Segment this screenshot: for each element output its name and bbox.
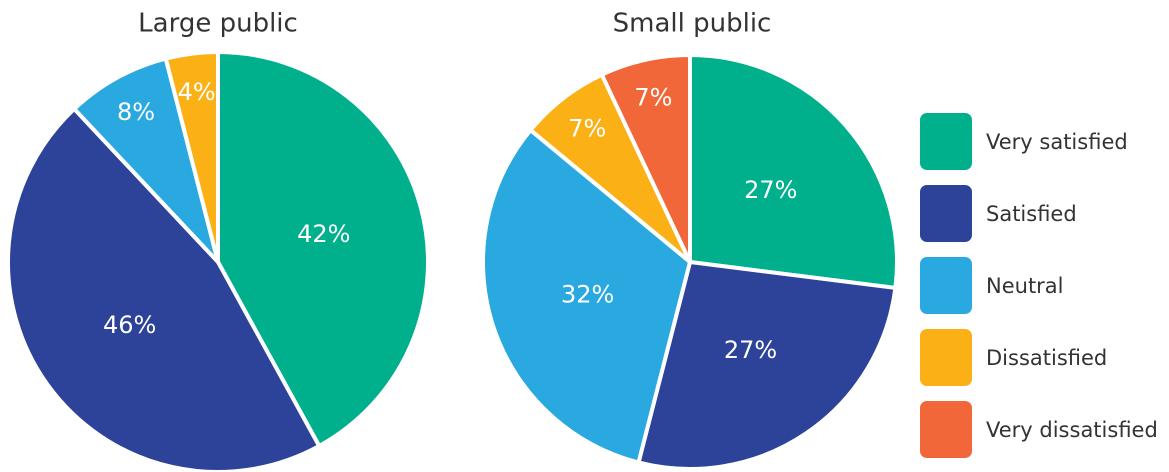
data-label: 46%	[103, 311, 156, 339]
legend-label: Satisfied	[986, 202, 1077, 226]
pie-slice	[636, 260, 898, 471]
pie-slice	[481, 128, 692, 465]
legend-swatch	[920, 401, 972, 458]
legend-label: Neutral	[986, 274, 1064, 298]
data-label: 4%	[178, 78, 216, 106]
data-label: 27%	[724, 336, 777, 364]
pie-slice	[599, 53, 692, 264]
pie-slice	[688, 53, 899, 290]
chart-title: Small public	[613, 9, 772, 39]
pie-slice	[72, 56, 220, 264]
legend-label: Very dissatisfied	[986, 418, 1158, 442]
pie-slice	[6, 106, 322, 472]
data-label: 7%	[568, 115, 606, 143]
legend-swatch	[920, 329, 972, 386]
data-label: 42%	[297, 220, 350, 248]
data-label: 7%	[634, 83, 672, 111]
data-label: 27%	[744, 176, 797, 204]
legend-label: Dissatisfied	[986, 346, 1107, 370]
pie-slice	[216, 50, 430, 449]
legend-label: Very satisfied	[986, 130, 1128, 154]
legend-swatch	[920, 257, 972, 314]
legend-swatch	[920, 113, 972, 170]
data-label: 32%	[561, 280, 614, 308]
legend-swatch	[920, 185, 972, 242]
pie-slice	[163, 50, 220, 264]
data-label: 8%	[117, 98, 155, 126]
chart-title: Large public	[138, 9, 298, 39]
